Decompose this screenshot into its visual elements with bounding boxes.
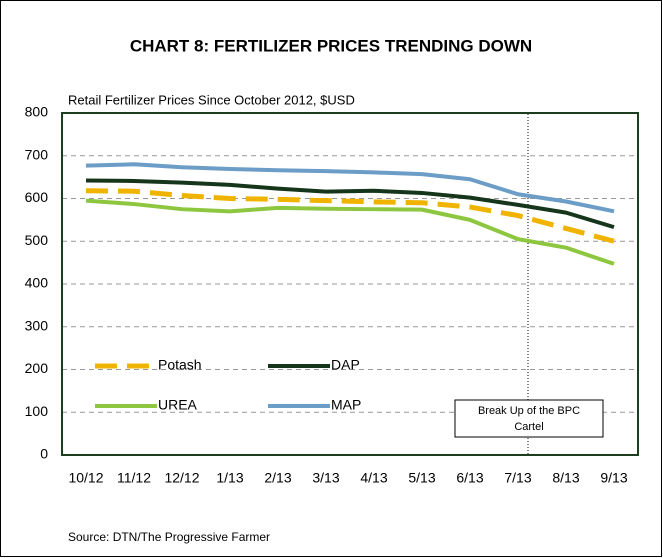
x-tick-label: 11/12 (117, 470, 151, 486)
annotation: Break Up of the BPC Cartel (478, 405, 580, 433)
y-tick-label: 800 (25, 104, 49, 120)
series-group (85, 162, 615, 266)
series-line (85, 178, 615, 230)
y-tick-label: 100 (25, 403, 49, 419)
y-tick-label: 600 (25, 189, 49, 205)
series-line (85, 162, 615, 214)
series-line (85, 198, 615, 266)
x-tick-label: 10/12 (68, 470, 103, 486)
plot-border (61, 112, 639, 456)
legend-label: Potash (158, 357, 202, 373)
grid (62, 155, 638, 413)
legend-label: UREA (158, 397, 198, 413)
x-tick-label: 3/13 (312, 470, 339, 486)
x-tick-label: 7/13 (504, 470, 531, 486)
y-tick-label: 200 (25, 360, 49, 376)
annotation-box (454, 399, 604, 438)
y-tick-label: 500 (25, 232, 49, 248)
legend-label: MAP (331, 397, 361, 413)
x-tick-label: 9/13 (600, 470, 627, 486)
x-tick-label: 4/13 (360, 470, 387, 486)
y-tick-label: 400 (25, 275, 49, 291)
legend-label: DAP (331, 357, 360, 373)
x-tick-label: 5/13 (408, 470, 435, 486)
x-tick-label: 2/13 (264, 470, 291, 486)
y-tick-label: 0 (40, 446, 48, 462)
series-line (85, 188, 615, 244)
y-tick-label: 300 (25, 317, 49, 333)
x-tick-label: 8/13 (552, 470, 579, 486)
subtitle: Retail Fertilizer Prices Since October 2… (68, 92, 355, 107)
chart-title: CHART 8: FERTILIZER PRICES TRENDING DOWN (130, 36, 532, 55)
x-tick-label: 1/13 (216, 470, 243, 486)
y-tick-label: 700 (25, 146, 49, 162)
x-tick-label: 12/12 (164, 470, 199, 486)
x-tick-label: 6/13 (456, 470, 483, 486)
source: Source: DTN/The Progressive Farmer (68, 530, 270, 544)
